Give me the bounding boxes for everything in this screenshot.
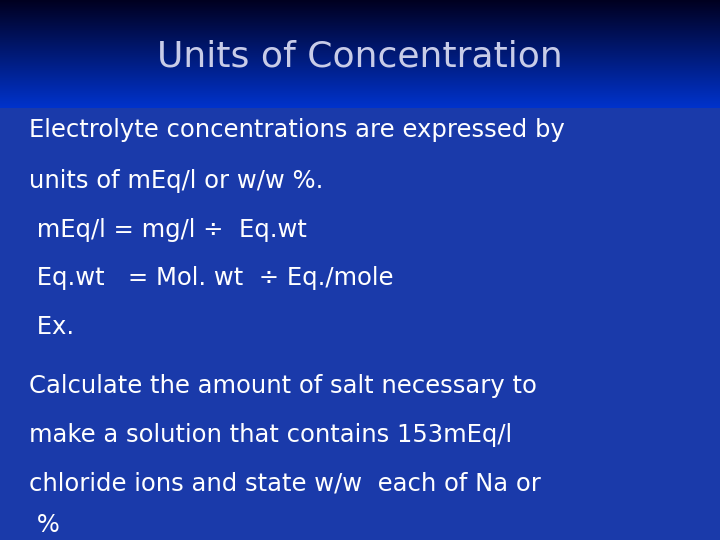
Text: make a solution that contains 153mEq/l: make a solution that contains 153mEq/l [29,423,512,447]
Text: units of mEq/l or w/w %.: units of mEq/l or w/w %. [29,169,323,193]
Text: Calculate the amount of salt necessary to: Calculate the amount of salt necessary t… [29,374,536,398]
Text: Units of Concentration: Units of Concentration [157,40,563,73]
Text: Ex.: Ex. [29,315,74,339]
Text: %: % [29,513,60,537]
Text: Electrolyte concentrations are expressed by: Electrolyte concentrations are expressed… [29,118,564,141]
Text: Eq.wt   = Mol. wt  ÷ Eq./mole: Eq.wt = Mol. wt ÷ Eq./mole [29,266,393,290]
Text: mEq/l = mg/l ÷  Eq.wt: mEq/l = mg/l ÷ Eq.wt [29,218,307,241]
Text: chloride ions and state w/w  each of Na or: chloride ions and state w/w each of Na o… [29,471,541,495]
